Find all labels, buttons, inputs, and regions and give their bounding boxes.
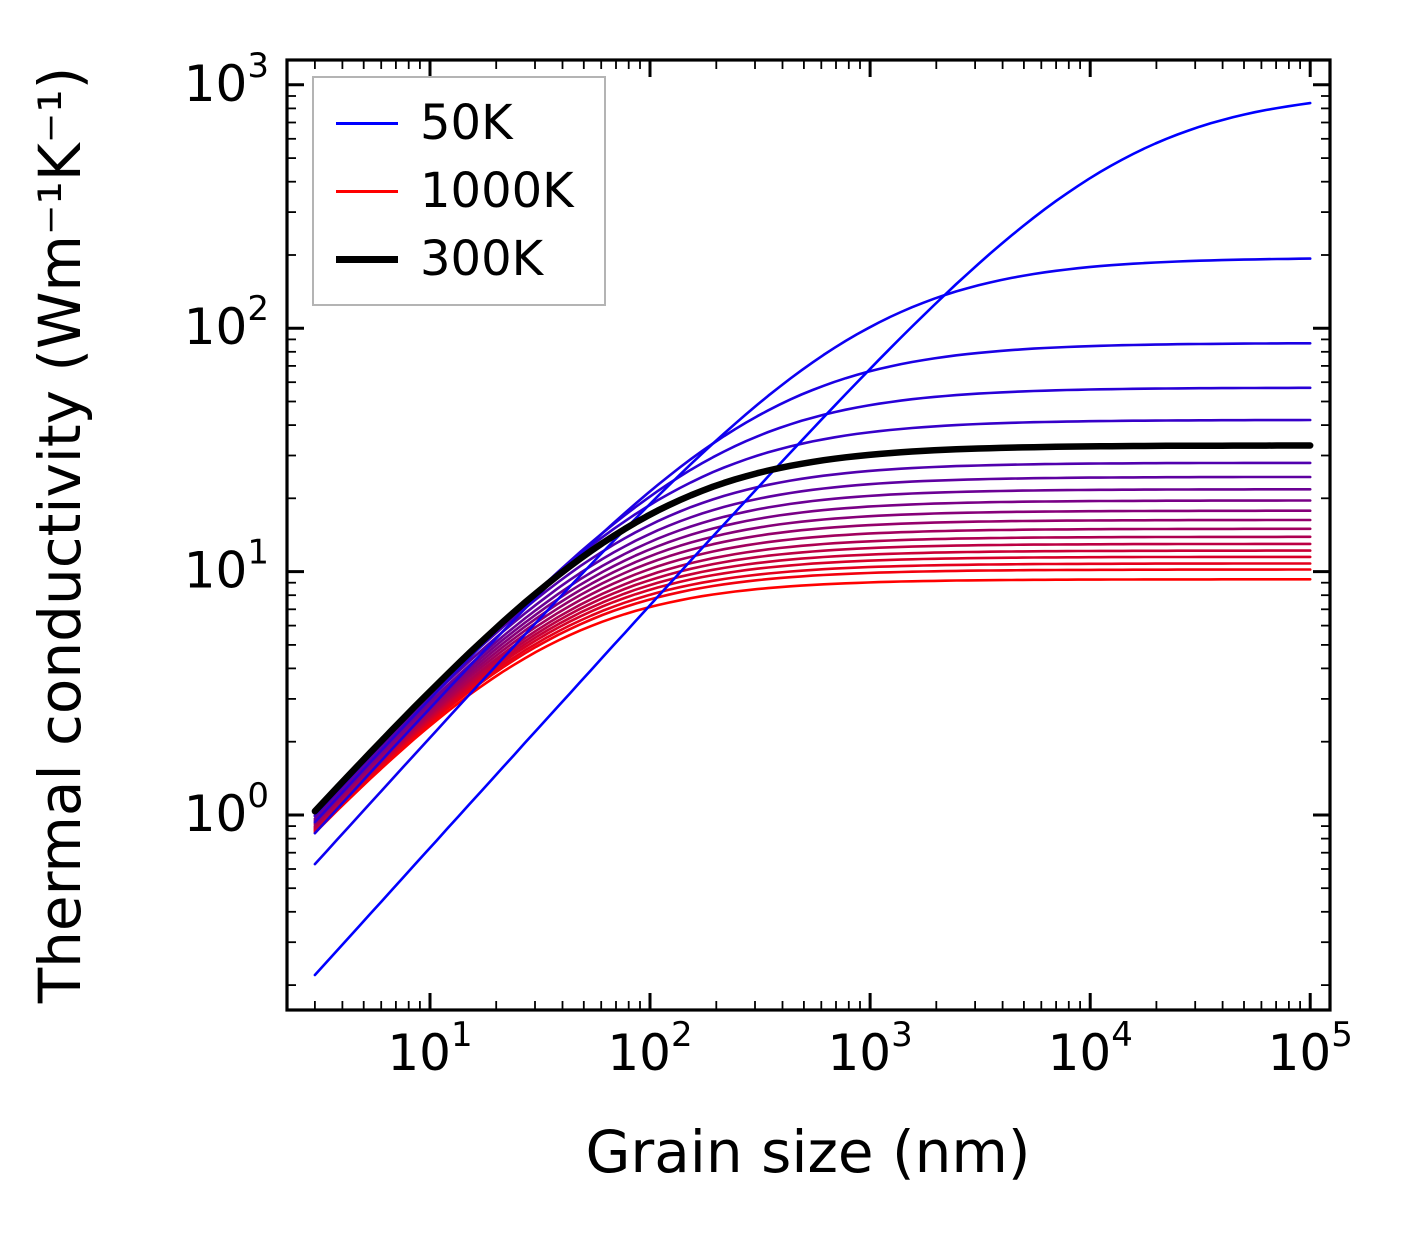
curve-700K [313,535,1312,828]
curve-100K [313,257,1312,866]
legend-line-1000k-icon [336,189,398,193]
curve-400K [313,475,1312,818]
x-tick-label-2: 102 [607,1015,692,1082]
curve-650K [313,527,1312,827]
series-lines [311,101,1314,977]
x-axis-label: Grain size (nm) [585,1118,1031,1186]
legend-item: 1000K [336,158,574,224]
curve-800K [313,549,1312,830]
legend-line-300k-icon [336,255,398,263]
legend-label-300k: 300K [420,231,544,287]
curve-1000K [313,578,1312,834]
legend-line-50k-icon [336,121,398,125]
curve-600K [313,518,1312,825]
curve-850K [313,555,1312,831]
legend-item: 50K [336,90,574,156]
y-axis-label: Thermal conductivity (Wm⁻¹K⁻¹) [26,66,94,1004]
legend-item: 300K [336,226,574,292]
legend-label-1000k: 1000K [420,163,574,219]
curve-550K [313,509,1312,824]
curve-500K [313,499,1312,822]
plot-frame [285,58,1332,1012]
legend: 50K 1000K 300K [312,76,606,306]
curve-750K [313,542,1312,829]
curve-150K [313,342,1312,835]
legend-label-50k: 50K [420,95,513,151]
curve-300K [311,442,1314,815]
x-tick-label-5: 105 [1268,1015,1353,1082]
curve-50K [313,101,1312,977]
